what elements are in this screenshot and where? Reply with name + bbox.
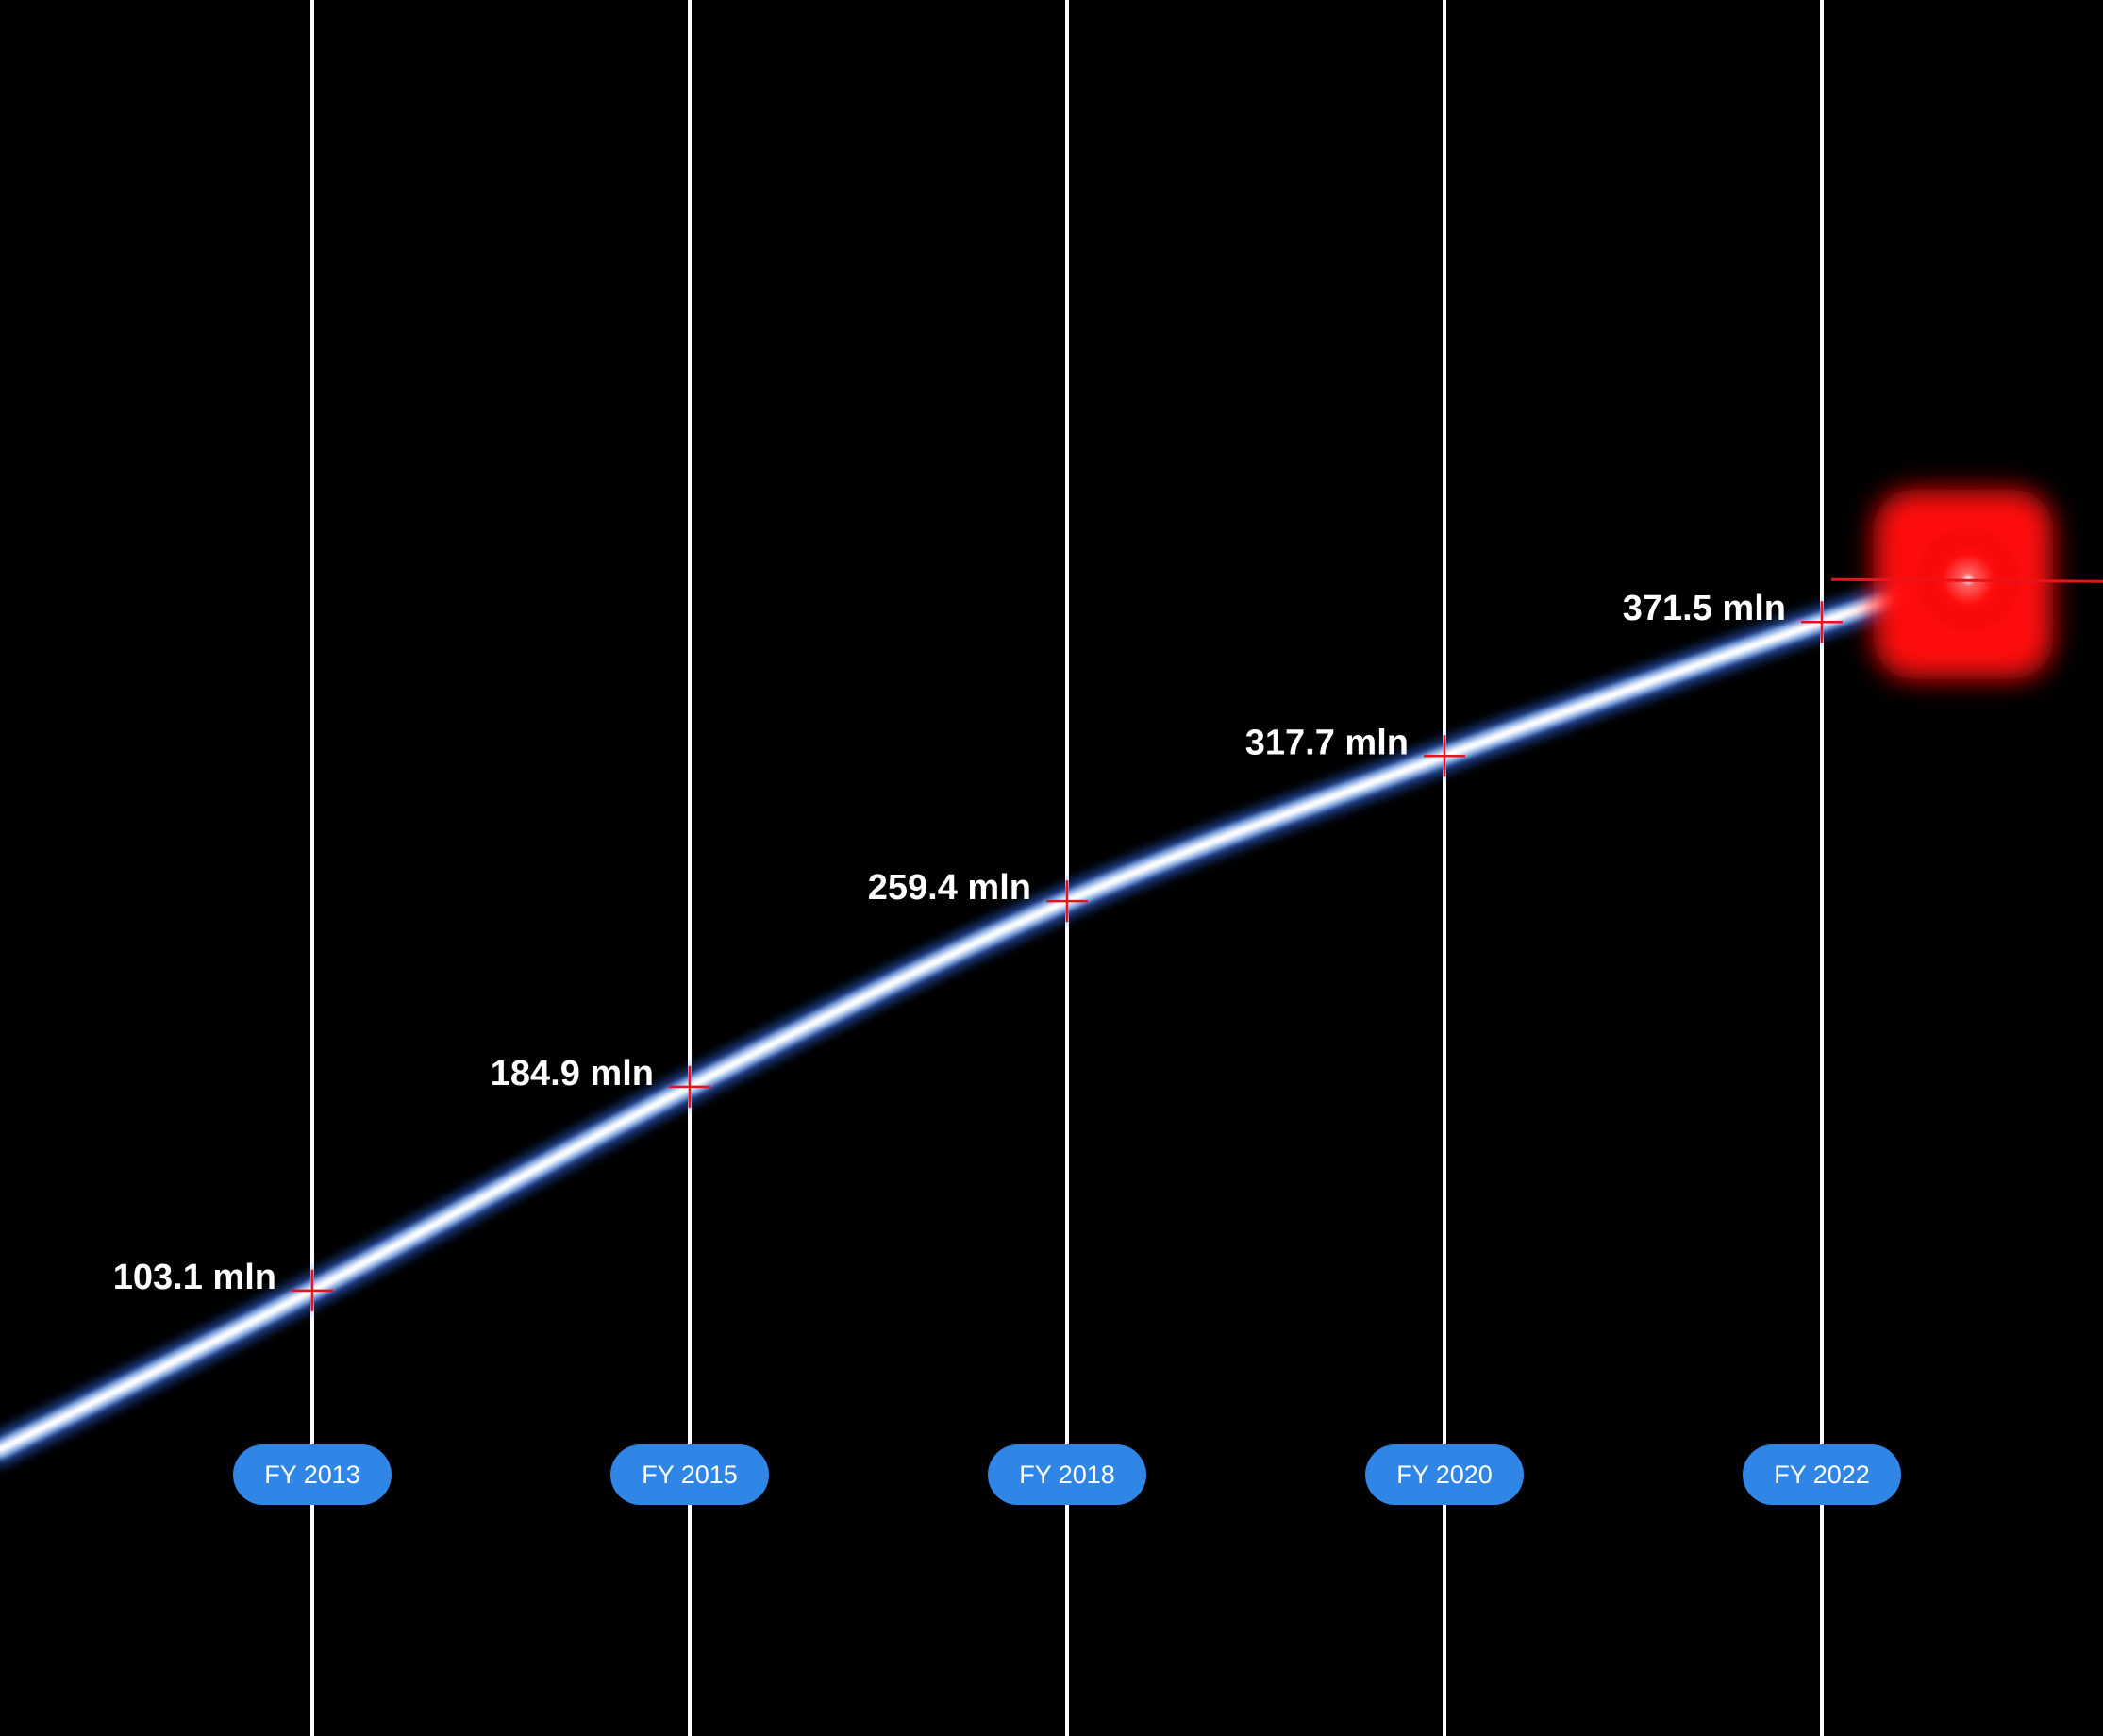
data-point-marker: [1046, 880, 1088, 923]
x-tick-label: FY 2013: [264, 1461, 360, 1489]
comet-head: [1830, 490, 2103, 679]
data-point-marker: [1424, 735, 1465, 777]
x-tick-label: FY 2020: [1396, 1461, 1493, 1489]
x-tick-label: FY 2018: [1019, 1461, 1115, 1489]
x-tick-pill: FY 2018: [988, 1444, 1146, 1505]
data-markers: [292, 601, 1843, 1311]
x-tick-pill-bg: [233, 1444, 392, 1505]
x-tick-pill-bg: [988, 1444, 1146, 1505]
x-tick-pill: FY 2022: [1743, 1444, 1901, 1505]
x-tick-pill: FY 2020: [1365, 1444, 1524, 1505]
data-point-marker: [669, 1065, 710, 1108]
value-labels: 103.1 mln 184.9 mln 259.4 mln 317.7 mln 371.…: [113, 589, 1786, 1297]
data-label: 317.7 mln: [1245, 723, 1409, 762]
x-tick-pill-bg: [1365, 1444, 1524, 1505]
data-label: 259.4 mln: [868, 868, 1031, 908]
data-label: 103.1 mln: [113, 1258, 276, 1297]
x-tick-pill-bg: [610, 1444, 769, 1505]
data-label: 184.9 mln: [491, 1054, 654, 1093]
data-point-marker: [1801, 601, 1843, 643]
x-tick-pill: FY 2015: [610, 1444, 769, 1505]
data-point-marker: [292, 1269, 333, 1311]
comet-head-streak: [1830, 577, 2103, 583]
data-label: 371.5 mln: [1623, 589, 1786, 628]
x-tick-pill: FY 2013: [233, 1444, 392, 1505]
x-tick-label: FY 2015: [642, 1461, 738, 1489]
x-axis-labels: FY 2013 FY 2015 FY 2018 FY 2020 FY 2022: [233, 1444, 1901, 1505]
x-tick-pill-bg: [1743, 1444, 1901, 1505]
x-tick-label: FY 2022: [1774, 1461, 1870, 1489]
